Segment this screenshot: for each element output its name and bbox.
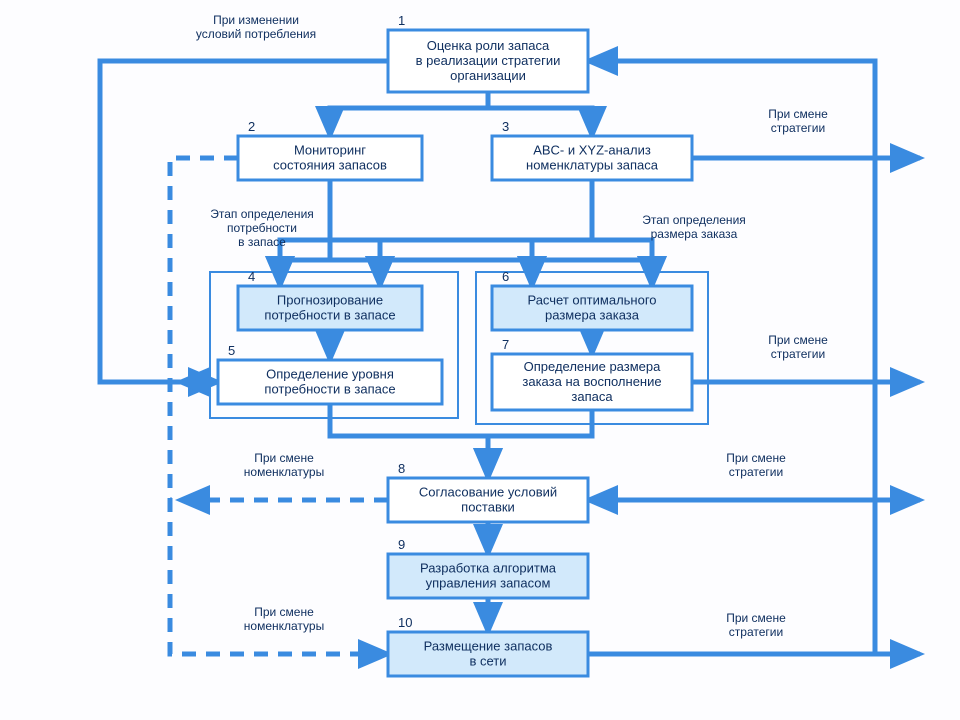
annotation-text: стратегии — [729, 625, 783, 639]
node-number: 8 — [398, 461, 405, 476]
node-text: Разработка алгоритма — [420, 561, 557, 576]
annotation-label: Этап определенияпотребностив запасе — [210, 207, 314, 249]
annotation-text: При смене — [768, 107, 828, 121]
flow-node-n1: 1 Оценка роли запасав реализации стратеги… — [388, 13, 588, 92]
node-text: поставки — [461, 500, 515, 515]
flow-arrow — [280, 180, 592, 286]
node-text: организации — [450, 68, 526, 83]
annotation-text: номенклатуры — [244, 465, 324, 479]
flow-arrow — [592, 180, 652, 286]
annotation-label: При сменестратегии — [726, 611, 786, 639]
annotation-text: стратегии — [729, 465, 783, 479]
node-number: 9 — [398, 537, 405, 552]
annotation-text: потребности — [227, 221, 297, 235]
annotation-text: При смене — [254, 605, 314, 619]
node-text: Размещение запасов — [424, 639, 553, 654]
flow-arrow — [380, 180, 592, 286]
flow-arrow — [330, 404, 488, 478]
node-text: состояния запасов — [273, 158, 387, 173]
node-text: управления запасом — [426, 576, 551, 591]
node-text: потребности в запасе — [264, 308, 395, 323]
annotation-text: условий потребления — [196, 27, 316, 41]
node-text: ABC- и XYZ-анализ — [533, 143, 651, 158]
node-text: номенклатуры запаса — [526, 158, 659, 173]
node-text: потребности в запасе — [264, 382, 395, 397]
node-text: Прогнозирование — [277, 293, 383, 308]
annotation-text: в запасе — [238, 235, 286, 249]
flow-arrow — [488, 410, 592, 478]
node-text: заказа на восполнение — [522, 374, 661, 389]
annotation-text: Этап определения — [642, 213, 746, 227]
node-text: Определение размера — [524, 359, 661, 374]
flow-arrow — [330, 180, 380, 286]
node-text: Расчет оптимального — [527, 293, 656, 308]
annotation-label: При сменестратегии — [768, 333, 828, 361]
flowchart-canvas: { "type": "flowchart", "canvas": { "widt… — [0, 0, 960, 720]
annotation-label: При смененоменклатуры — [244, 451, 324, 479]
annotation-label: При смененоменклатуры — [244, 605, 324, 633]
flow-node-n4: 4 Прогнозированиепотребности в запасе — [238, 269, 422, 330]
node-number: 6 — [502, 269, 509, 284]
annotation-text: Этап определения — [210, 207, 314, 221]
annotation-text: номенклатуры — [244, 619, 324, 633]
annotation-text: При смене — [726, 451, 786, 465]
node-text: размера заказа — [545, 308, 640, 323]
node-number: 3 — [502, 119, 509, 134]
annotation-text: При смене — [768, 333, 828, 347]
annotation-text: стратегии — [771, 347, 825, 361]
annotation-label: При сменестратегии — [726, 451, 786, 479]
flow-arrow — [532, 180, 592, 286]
node-text: Согласование условий — [419, 485, 557, 500]
annotation-text: При изменении — [213, 13, 299, 27]
annotation-text: При смене — [726, 611, 786, 625]
node-number: 2 — [248, 119, 255, 134]
flow-arrow — [330, 92, 488, 136]
annotation-text: При смене — [254, 451, 314, 465]
annotation-label: При измененииусловий потребления — [196, 13, 316, 41]
annotation-text: стратегии — [771, 121, 825, 135]
node-text: запаса — [571, 389, 613, 404]
flow-node-n6: 6 Расчет оптимальногоразмера заказа — [492, 269, 692, 330]
node-number: 7 — [502, 337, 509, 352]
node-text: Мониторинг — [294, 143, 366, 158]
node-number: 1 — [398, 13, 405, 28]
node-number: 4 — [248, 269, 255, 284]
node-text: в реализации стратегии — [416, 53, 561, 68]
node-text: Определение уровня — [266, 367, 394, 382]
node-text: в сети — [469, 654, 506, 669]
node-text: Оценка роли запаса — [427, 38, 550, 53]
annotation-text: размера заказа — [651, 227, 738, 241]
flowchart-svg: 1 Оценка роли запасав реализации стратеги… — [0, 0, 960, 720]
node-number: 5 — [228, 343, 235, 358]
annotation-label: При сменестратегии — [768, 107, 828, 135]
annotation-label: Этап определенияразмера заказа — [642, 213, 746, 241]
node-number: 10 — [398, 615, 412, 630]
